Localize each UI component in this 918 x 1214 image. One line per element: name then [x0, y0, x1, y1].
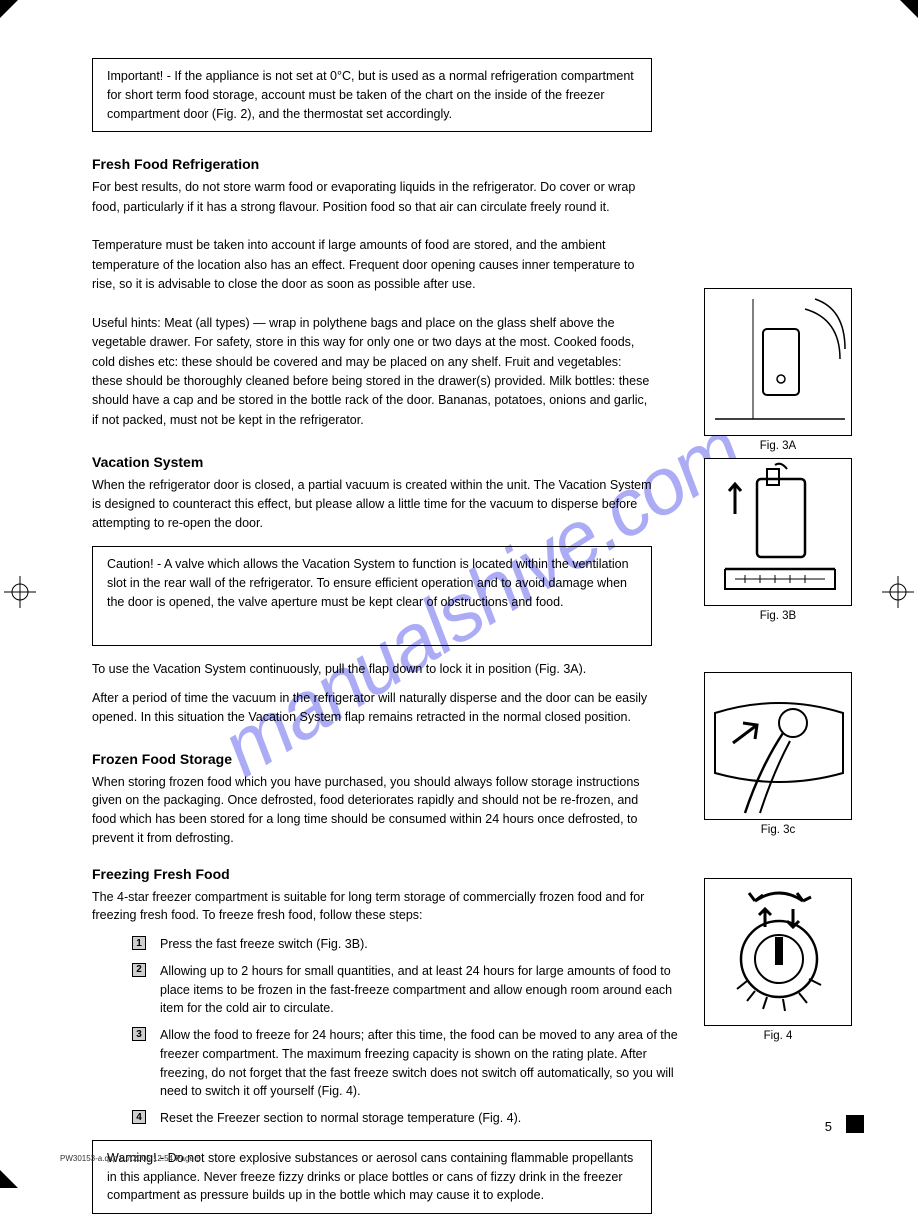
- warning-box-storage: Important! - If the appliance is not set…: [92, 58, 652, 132]
- figure-3a-label: Fig. 3A: [704, 440, 852, 452]
- figure-3b: Fig. 3B: [704, 458, 852, 622]
- figure-3c-image: [704, 672, 852, 820]
- registration-mark-right: [878, 572, 918, 612]
- warning-storage-text: Important! - If the appliance is not set…: [107, 69, 634, 121]
- section-fresh-food: Fresh Food Refrigeration For best result…: [92, 156, 652, 430]
- figure-4: Fig. 4: [704, 878, 852, 1042]
- registration-mark-left: [0, 572, 40, 612]
- figure-3c-label: Fig. 3c: [704, 824, 852, 836]
- vacation-system-body: When the refrigerator door is closed, a …: [92, 476, 652, 532]
- page-marker-square: [846, 1115, 864, 1133]
- freezing-fresh-title: Freezing Fresh Food: [92, 866, 652, 882]
- section-frozen-food: Frozen Food Storage When storing frozen …: [92, 751, 652, 848]
- fresh-food-title: Fresh Food Refrigeration: [92, 156, 652, 172]
- fresh-food-body: For best results, do not store warm food…: [92, 178, 652, 430]
- figure-3a-image: [704, 288, 852, 436]
- step-4-num: 4: [132, 1110, 146, 1124]
- step-3-text: Allow the food to freeze for 24 hours; a…: [160, 1026, 692, 1101]
- section-vacation-system: Vacation System When the refrigerator do…: [92, 454, 652, 532]
- vs-continuous-p1: To use the Vacation System continuously,…: [92, 660, 652, 679]
- frozen-food-title: Frozen Food Storage: [92, 751, 652, 767]
- page-number: 5: [825, 1119, 832, 1134]
- figure-3c: Fig. 3c: [704, 672, 852, 836]
- caution-vs-text: Caution! - A valve which allows the Vaca…: [107, 557, 629, 609]
- crop-corner-bl: [0, 1170, 18, 1188]
- figure-3a: Fig. 3A: [704, 288, 852, 452]
- step-1: 1 Press the fast freeze switch (Fig. 3B)…: [132, 935, 692, 954]
- footer-meta: PW30153-a.qxp 6.7.2005 12:54 Page 5: [60, 1154, 201, 1163]
- figure-4-label: Fig. 4: [704, 1030, 852, 1042]
- figure-3b-image: [704, 458, 852, 606]
- caution-box-vs: Caution! - A valve which allows the Vaca…: [92, 546, 652, 646]
- step-2-num: 2: [132, 963, 146, 977]
- figure-4-image: [704, 878, 852, 1026]
- step-2: 2 Allowing up to 2 hours for small quant…: [132, 962, 692, 1018]
- freezing-fresh-body: The 4-star freezer compartment is suitab…: [92, 888, 652, 926]
- crop-corner-tr: [900, 0, 918, 18]
- crop-corner-tl: [0, 0, 18, 18]
- section-freezing-fresh: Freezing Fresh Food The 4-star freezer c…: [92, 866, 652, 926]
- step-4: 4 Reset the Freezer section to normal st…: [132, 1109, 692, 1128]
- step-4-text: Reset the Freezer section to normal stor…: [160, 1109, 692, 1128]
- step-1-text: Press the fast freeze switch (Fig. 3B).: [160, 935, 692, 954]
- step-3-num: 3: [132, 1027, 146, 1041]
- figure-3b-label: Fig. 3B: [704, 610, 852, 622]
- frozen-food-body: When storing frozen food which you have …: [92, 773, 652, 848]
- step-3: 3 Allow the food to freeze for 24 hours;…: [132, 1026, 692, 1101]
- page-content: Important! - If the appliance is not set…: [92, 58, 852, 1128]
- vs-continuous-p2: After a period of time the vacuum in the…: [92, 689, 652, 727]
- step-2-text: Allowing up to 2 hours for small quantit…: [160, 962, 692, 1018]
- step-1-num: 1: [132, 936, 146, 950]
- warning-box-nofreeze: Warning! - Do not store explosive substa…: [92, 1140, 652, 1214]
- vacation-system-title: Vacation System: [92, 454, 652, 470]
